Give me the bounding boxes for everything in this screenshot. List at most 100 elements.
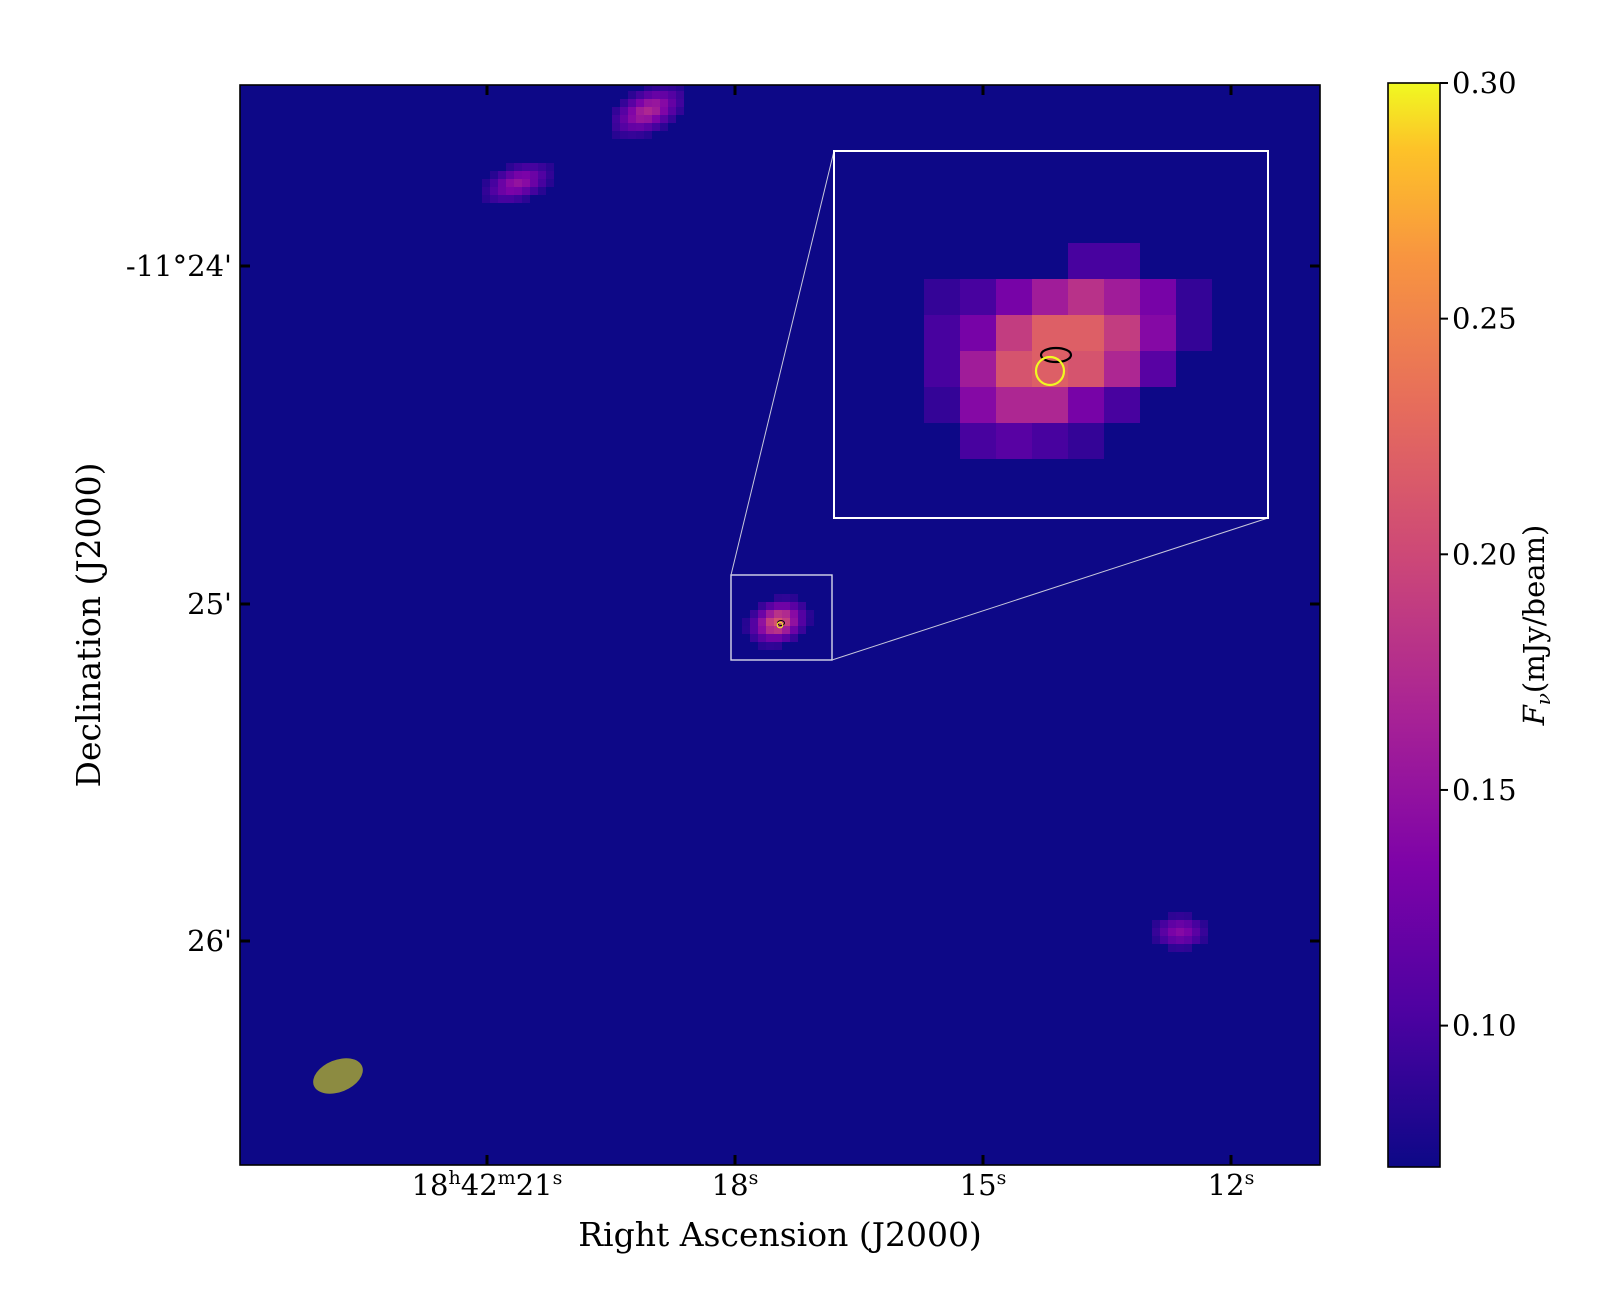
source-pixel	[522, 179, 530, 187]
inset-pixel	[1176, 279, 1212, 315]
source-pixel	[628, 99, 636, 107]
source-pixel	[636, 99, 644, 107]
image-panel	[239, 84, 1321, 1166]
source-pixel	[498, 179, 506, 187]
source-pixel	[546, 179, 554, 187]
inset-pixel	[1068, 423, 1104, 459]
source-pixel	[652, 115, 660, 123]
source-pixel	[1184, 912, 1192, 920]
source-pixel	[1184, 944, 1192, 952]
source-pixel	[1192, 920, 1200, 928]
inset-pixel	[1140, 315, 1176, 351]
y-tick-label-3: 26'	[187, 924, 232, 958]
inset-pixel	[924, 315, 960, 351]
source-pixel	[530, 179, 538, 187]
source-pixel	[506, 163, 514, 171]
source-pixel	[636, 131, 644, 139]
source-pixel	[758, 618, 766, 626]
source-pixel	[790, 602, 798, 610]
source-pixel	[644, 123, 652, 131]
source-pixel	[798, 610, 806, 618]
zoom-connector-bottom	[831, 517, 1269, 661]
source-pixel	[490, 187, 498, 195]
source-pixel	[668, 91, 676, 99]
source-pixel	[798, 602, 806, 610]
inset-pixel	[1068, 243, 1104, 279]
source-pixel	[1200, 936, 1208, 944]
source-pixel	[620, 131, 628, 139]
source-pixel	[676, 91, 684, 99]
y-tick-label-2: 25'	[187, 587, 232, 621]
source-pixel	[1168, 920, 1176, 928]
source-pixel	[790, 610, 798, 618]
source-pixel	[1176, 912, 1184, 920]
source-layer	[482, 85, 1208, 952]
colorbar-gradient	[1387, 82, 1441, 1168]
source-pixel	[546, 163, 554, 171]
source-pixel	[660, 123, 668, 131]
inset-pixel	[1068, 279, 1104, 315]
source-pixel	[620, 115, 628, 123]
source-pixel	[742, 618, 750, 626]
source-pixel	[1200, 928, 1208, 936]
source-pixel	[782, 618, 790, 626]
source-pixel	[514, 195, 522, 203]
colorbar-tick-label: 0.10	[1452, 1009, 1517, 1043]
inset-pixel	[1032, 315, 1068, 351]
source-pixel	[668, 85, 676, 91]
inset-pixel	[960, 279, 996, 315]
zoom-box	[730, 574, 833, 661]
source-pixel	[1168, 912, 1176, 920]
inset-pixel	[1104, 315, 1140, 351]
inset-pixel	[1032, 423, 1068, 459]
source-pixel	[482, 195, 490, 203]
source-pixel	[1176, 944, 1184, 952]
source-pixel	[1176, 936, 1184, 944]
x-axis-label: Right Ascension (J2000)	[578, 1215, 982, 1254]
inset-pixel	[996, 387, 1032, 423]
source-pixel	[676, 85, 684, 91]
source-pixel	[1184, 936, 1192, 944]
source-pixel	[1152, 928, 1160, 936]
source-pixel	[742, 626, 750, 634]
source-pixel	[790, 626, 798, 634]
source-pixel	[774, 642, 782, 650]
source-pixel	[1176, 920, 1184, 928]
x-tick-label-4: 12s	[1208, 1167, 1255, 1202]
source-pixel	[750, 626, 758, 634]
y-tick-label-1: -11°24'	[126, 249, 232, 283]
source-pixel	[498, 187, 506, 195]
source-pixel	[628, 91, 636, 99]
source-pixel	[806, 618, 814, 626]
source-pixel	[676, 107, 684, 115]
source-pixel	[758, 602, 766, 610]
zoom-connector-top	[730, 150, 835, 576]
source-pixel	[676, 99, 684, 107]
source-pixel	[652, 91, 660, 99]
source-pixel	[782, 602, 790, 610]
source-pixel	[482, 179, 490, 187]
inset-pixel	[924, 351, 960, 387]
source-pixel	[774, 610, 782, 618]
x-tick-label-2: 18s	[712, 1167, 759, 1202]
source-pixel	[774, 594, 782, 602]
source-pixel	[498, 195, 506, 203]
inset-pixel	[960, 387, 996, 423]
colorbar-tick-label: 0.30	[1452, 66, 1517, 100]
source-pixel	[750, 610, 758, 618]
source-pixel	[538, 171, 546, 179]
inset-pixel	[996, 423, 1032, 459]
source-pixel	[620, 123, 628, 131]
source-pixel	[490, 195, 498, 203]
source-pixel	[644, 85, 652, 91]
source-pixel	[530, 187, 538, 195]
yellow-position-marker	[776, 621, 784, 629]
source-pixel	[636, 123, 644, 131]
source-pixel	[628, 115, 636, 123]
source-pixel	[750, 634, 758, 642]
source-pixel	[644, 107, 652, 115]
source-pixel	[758, 626, 766, 634]
source-pixel	[652, 85, 660, 91]
source-pixel	[612, 115, 620, 123]
